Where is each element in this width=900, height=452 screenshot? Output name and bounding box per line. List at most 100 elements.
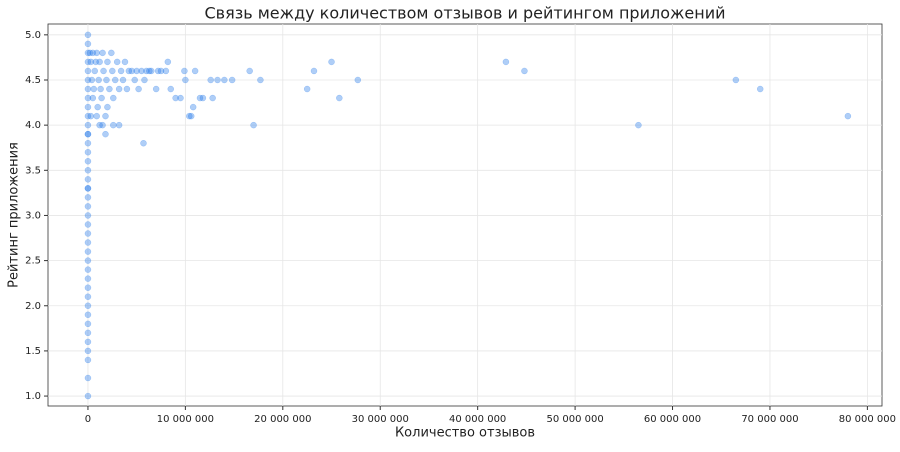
point (89, 94, 97, 102)
point (90, 85, 98, 93)
x-tick-label: 30 000 000 (352, 414, 409, 425)
point (182, 76, 189, 84)
point (91, 67, 99, 75)
point (138, 67, 145, 75)
y-tick-label: 2.0 (25, 301, 41, 312)
point (135, 85, 142, 93)
point (84, 148, 92, 156)
point (84, 374, 92, 382)
point (108, 49, 115, 57)
point (84, 356, 92, 364)
x-tick-label: 0 (85, 414, 91, 425)
x-tick-label: 10 000 000 (157, 414, 214, 425)
point (88, 76, 96, 84)
point (87, 112, 95, 120)
point (84, 230, 92, 237)
x-tick-label: 80 000 000 (839, 414, 896, 425)
point (84, 130, 92, 138)
point (84, 67, 92, 75)
point (100, 67, 107, 75)
point (146, 67, 153, 75)
point (756, 85, 764, 93)
point (303, 85, 311, 93)
point (84, 329, 92, 337)
point (157, 67, 165, 75)
point (191, 67, 199, 75)
point (96, 121, 103, 129)
point (521, 67, 528, 75)
point (121, 58, 129, 66)
point (84, 185, 92, 192)
point (96, 58, 103, 66)
point (84, 58, 92, 66)
point (109, 67, 116, 75)
point (148, 67, 155, 75)
point (84, 176, 92, 183)
point (125, 67, 133, 75)
point (110, 121, 117, 129)
y-tick-label: 5.0 (25, 30, 41, 41)
point (336, 94, 343, 102)
point (102, 130, 109, 138)
x-tick-label: 40 000 000 (449, 414, 506, 425)
point (115, 85, 123, 93)
point (250, 121, 257, 129)
point (84, 185, 92, 192)
point (99, 121, 106, 129)
point (87, 58, 95, 66)
point (84, 221, 92, 228)
point (104, 58, 111, 66)
point (172, 94, 179, 102)
point (84, 139, 92, 147)
point (84, 40, 92, 48)
point (84, 347, 92, 355)
point (84, 212, 92, 219)
point (111, 76, 119, 84)
point (84, 49, 92, 57)
x-tick-label: 70 000 000 (741, 414, 798, 425)
plot-frame (47, 23, 883, 407)
x-axis-label: Количество отзывов (395, 426, 535, 441)
point (84, 293, 92, 300)
point (354, 76, 362, 84)
point (99, 49, 106, 57)
point (103, 76, 110, 84)
point (84, 338, 92, 346)
point (177, 94, 184, 102)
point (167, 85, 175, 93)
point (162, 67, 170, 75)
point (84, 167, 92, 174)
point (84, 158, 92, 165)
point (98, 94, 105, 102)
point (84, 112, 92, 120)
y-tick-label: 3.5 (25, 165, 41, 176)
point (209, 94, 216, 102)
y-tick-label: 1.5 (25, 346, 41, 357)
point (84, 275, 92, 282)
point (86, 49, 94, 57)
point (84, 31, 92, 39)
point (84, 311, 92, 319)
point (84, 194, 92, 201)
point (84, 257, 92, 264)
point (84, 103, 92, 111)
point (196, 94, 204, 102)
y-tick-label: 4.5 (25, 75, 41, 86)
point (93, 49, 100, 57)
point (844, 112, 852, 120)
y-tick-label: 4.0 (25, 120, 41, 131)
point (131, 76, 138, 84)
point (102, 112, 109, 120)
point (187, 112, 195, 120)
point (84, 266, 92, 273)
point (635, 121, 642, 129)
point (732, 76, 740, 84)
point (106, 85, 113, 93)
point (84, 85, 92, 93)
point (140, 139, 147, 147)
point (97, 85, 104, 93)
point (84, 239, 92, 246)
x-tick-label: 50 000 000 (546, 414, 603, 425)
point (502, 58, 510, 66)
